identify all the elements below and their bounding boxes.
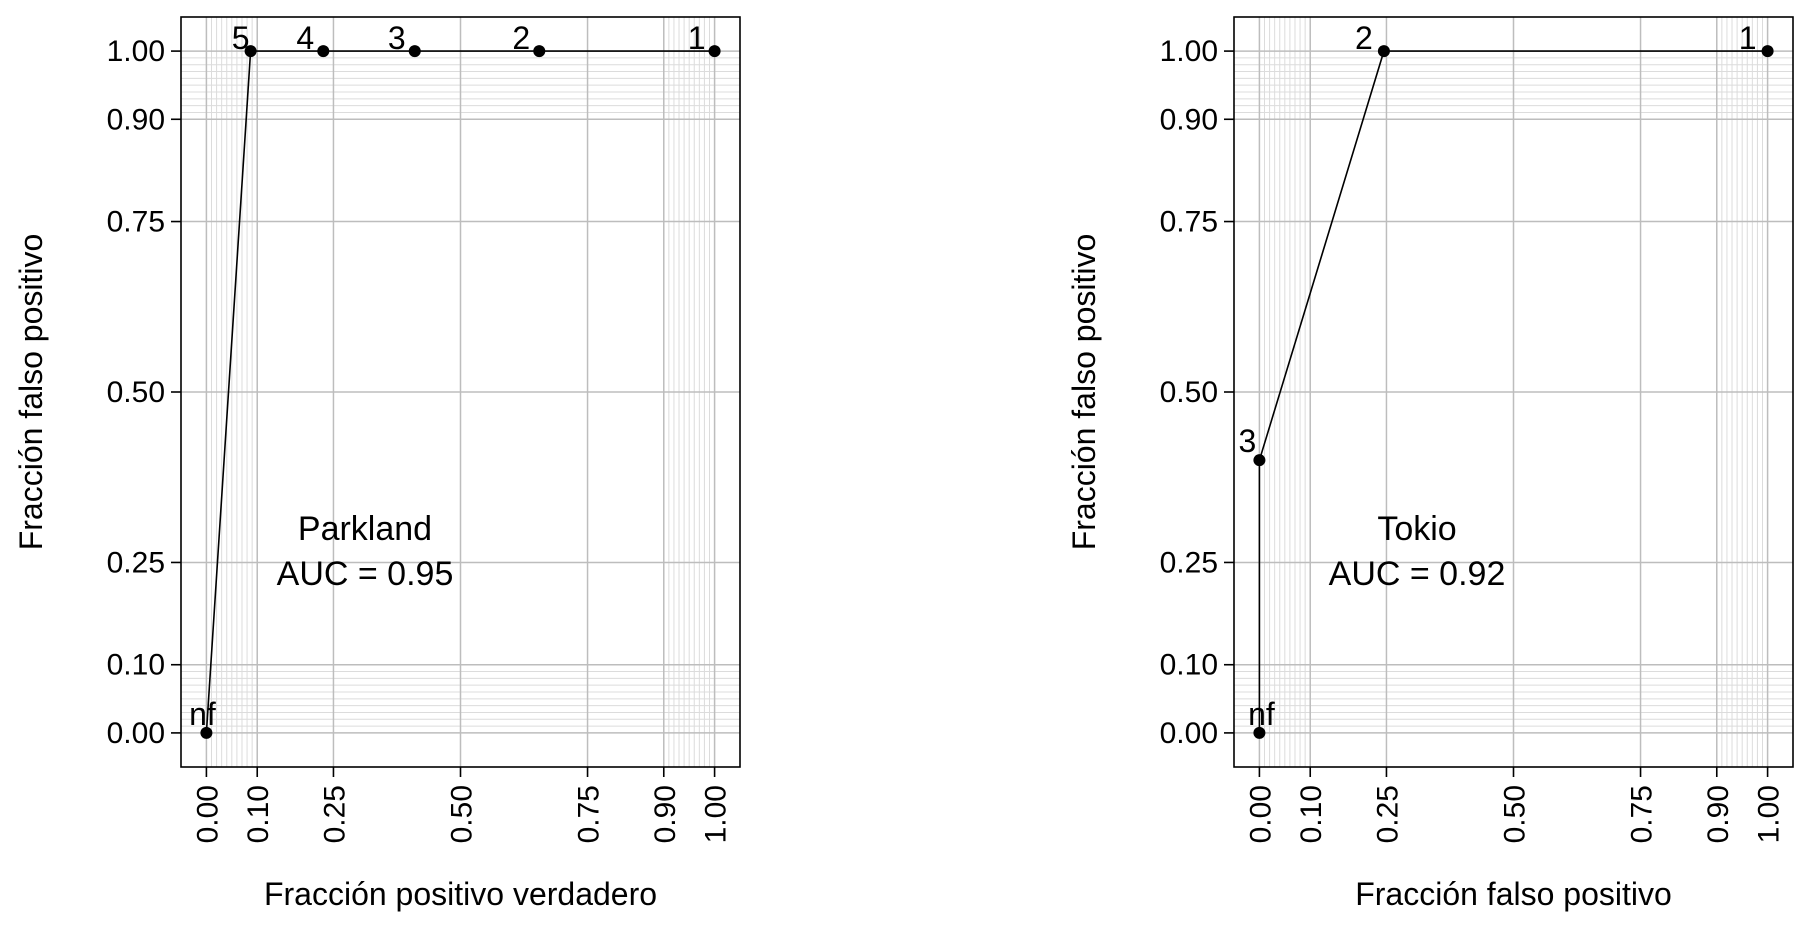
point-label: 3	[1239, 423, 1257, 459]
x-tick-label: 0.50	[1499, 785, 1532, 843]
point-label: 1	[1739, 20, 1757, 56]
roc-point	[200, 726, 213, 739]
roc-point	[533, 45, 546, 58]
x-tick-label: 0.00	[191, 785, 224, 843]
x-tick-label: 0.10	[242, 785, 275, 843]
annotation-name: Parkland	[298, 510, 432, 548]
y-tick-label: 0.10	[107, 649, 165, 682]
y-tick-label: 0.25	[107, 546, 165, 579]
chart-panel-1: 0.00 0.00 0.10 0.10 0.25 0.25 0.50 0.50 0.75 0.75…	[13, 16, 741, 912]
y-tick-label: 1.00	[107, 35, 165, 68]
y-tick-label: 0.75	[1160, 206, 1218, 239]
roc-point	[1253, 726, 1266, 739]
y-tick-label: 0.00	[107, 717, 165, 750]
y-tick-label: 0.50	[107, 376, 165, 409]
annotation-name: Tokio	[1377, 510, 1456, 548]
y-tick-label: 1.00	[1160, 35, 1218, 68]
roc-point	[1761, 45, 1774, 58]
x-tick-label: 0.00	[1244, 785, 1277, 843]
roc-point	[244, 45, 257, 58]
x-axis-title: Fracción falso positivo	[1355, 876, 1672, 912]
chart-panel-2: 0.00 0.00 0.10 0.10 0.25 0.25 0.50 0.50 0.75 0.75…	[1066, 16, 1794, 912]
roc-point	[708, 45, 721, 58]
roc-curve-line	[205, 50, 715, 733]
x-tick-label: 0.25	[1371, 785, 1404, 843]
x-tick-label: 0.10	[1295, 785, 1328, 843]
y-tick-label: 0.00	[1160, 717, 1218, 750]
roc-point	[317, 45, 330, 58]
x-tick-label: 0.75	[573, 785, 606, 843]
y-tick-label: 0.50	[1160, 376, 1218, 409]
y-tick-label: 0.25	[1160, 546, 1218, 579]
roc-point	[1253, 454, 1266, 467]
annotation-auc: AUC = 0.92	[1329, 555, 1506, 593]
x-tick-label: 1.00	[1753, 785, 1786, 843]
roc-point	[1377, 45, 1390, 58]
y-tick-label: 0.90	[107, 103, 165, 136]
x-tick-label: 0.50	[446, 785, 479, 843]
annotation-auc: AUC = 0.95	[277, 555, 454, 593]
roc-point	[408, 45, 421, 58]
point-label: 2	[512, 20, 530, 56]
point-label: 3	[388, 20, 406, 56]
point-label: 5	[232, 20, 250, 56]
x-tick-label: 1.00	[700, 785, 733, 843]
y-tick-label: 0.90	[1160, 103, 1218, 136]
y-axis-title: Fracción falso positivo	[13, 234, 49, 551]
roc-curve-line	[1258, 50, 1768, 733]
y-axis-title: Fracción falso positivo	[1066, 234, 1102, 551]
x-tick-label: 0.90	[649, 785, 682, 843]
point-label: 1	[688, 20, 706, 56]
x-tick-label: 0.25	[318, 785, 351, 843]
y-tick-label: 0.75	[107, 206, 165, 239]
y-tick-label: 0.10	[1160, 649, 1218, 682]
point-label: 4	[296, 20, 314, 56]
point-label: nf	[1248, 696, 1275, 732]
x-tick-label: 0.90	[1702, 785, 1735, 843]
x-axis-title: Fracción positivo verdadero	[264, 876, 657, 912]
point-label: nf	[189, 696, 216, 732]
point-label: 2	[1355, 20, 1373, 56]
x-tick-label: 0.75	[1626, 785, 1659, 843]
